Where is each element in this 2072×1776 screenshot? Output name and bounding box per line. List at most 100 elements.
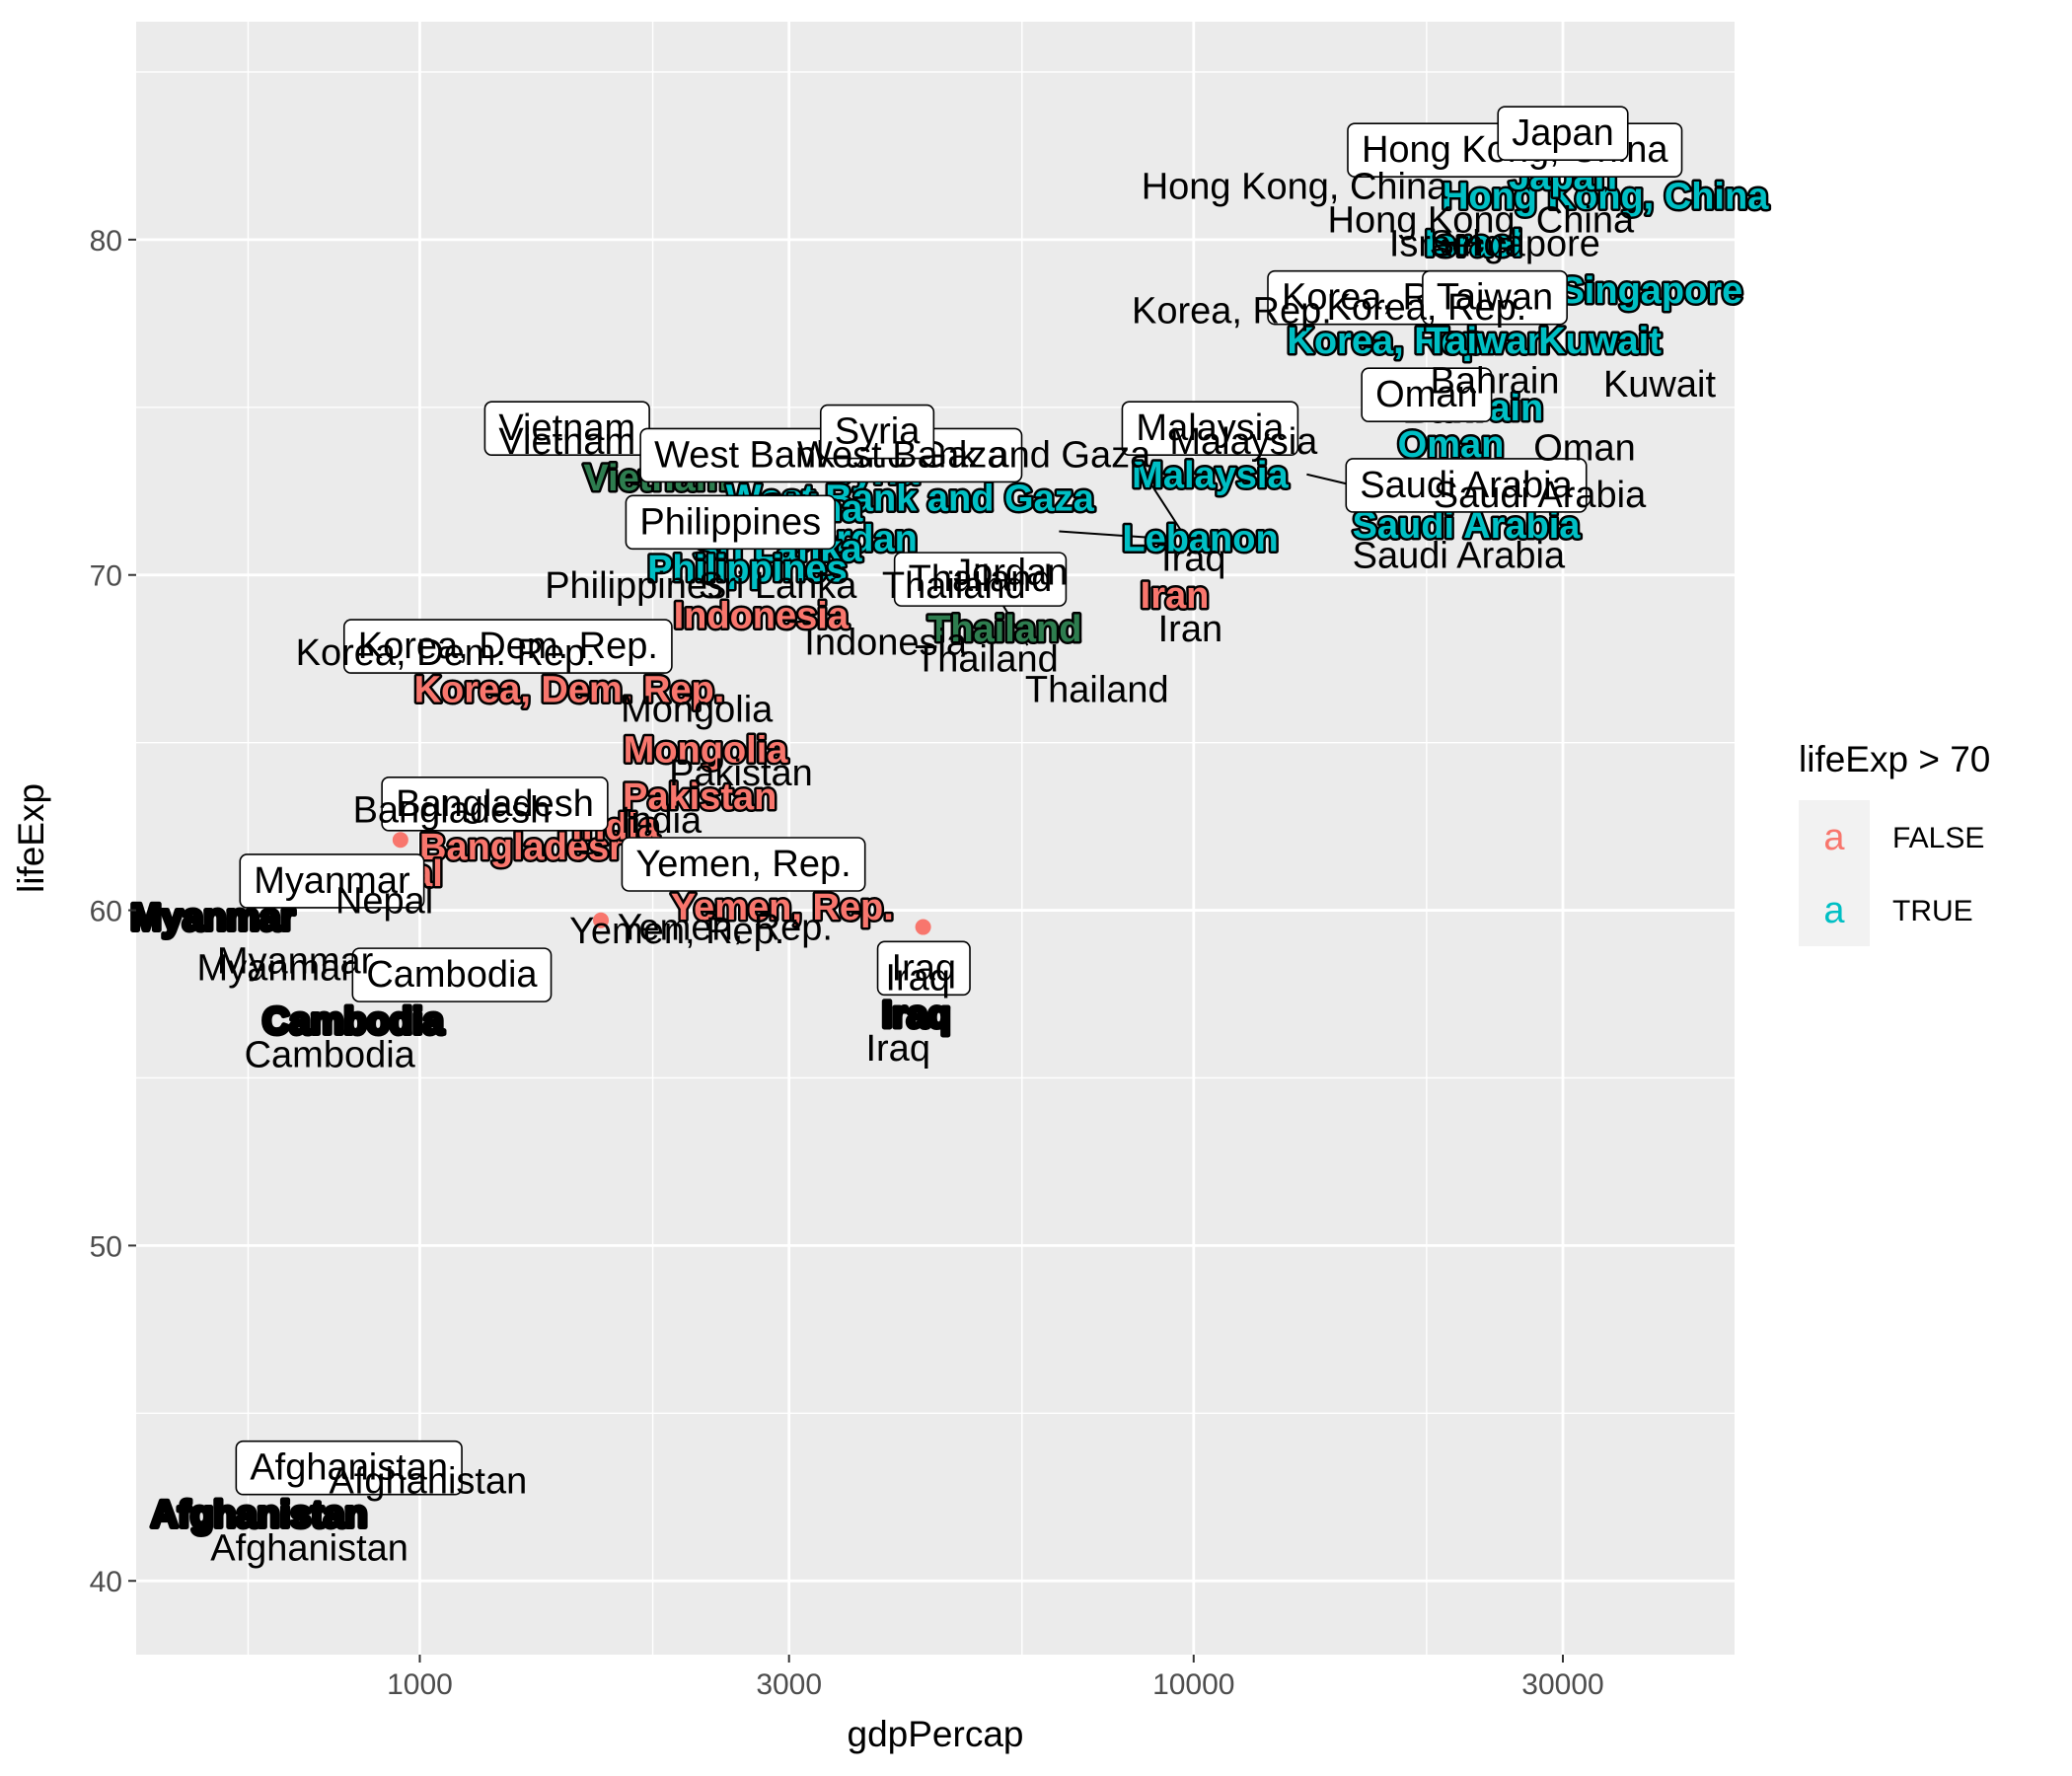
label-iran: Iran: [1158, 609, 1222, 650]
legend-title: lifeExp > 70: [1799, 739, 1990, 779]
y-tick-label: 50: [90, 1230, 122, 1263]
x-axis-title: gdpPercap: [848, 1714, 1024, 1754]
label-yemen-rep: Yemen, Rep.: [569, 911, 784, 952]
point-iraq: [915, 919, 931, 935]
point-myanmar: [392, 832, 408, 849]
y-axis: 40 50 60 70 80: [90, 225, 136, 1598]
legend-key: [1799, 800, 1870, 873]
legend-entry-true: a TRUE: [1799, 873, 1973, 946]
legend-label: TRUE: [1892, 895, 1973, 927]
label-bangladesh: Bangladesh: [353, 790, 552, 832]
legend-label: FALSE: [1892, 822, 1984, 854]
label-afghanistan: Afghanistan: [330, 1460, 528, 1502]
label-pakistan: Pakistan: [669, 753, 813, 794]
label-box: [621, 837, 866, 892]
label-iraq: Iraq: [885, 958, 949, 999]
label-box: [819, 404, 935, 460]
boxed-label-philippines: Philippines: [625, 494, 836, 551]
label-afghanistan: Afghanistan: [210, 1527, 408, 1569]
boxed-labels: Afghanistan Myanmar Cambodia Iraq Korea, Dem…: [235, 106, 1683, 1496]
legend-key: [1799, 873, 1870, 946]
label-box: [239, 853, 425, 909]
label-myanmar: Myanmar: [197, 947, 354, 989]
bold-label-thailand: Thailand: [927, 609, 1081, 650]
y-axis-title: lifeExp: [11, 783, 51, 893]
label-box: [235, 1440, 463, 1496]
boxed-label-yemen-rep: Yemen, Rep.: [621, 837, 866, 892]
label-text: Yemen, Rep.: [635, 844, 851, 885]
label-israel: Israel: [1389, 223, 1481, 264]
bold-label-yemen-rep: Yemen, Rep.: [671, 887, 894, 928]
label-text: Malaysia: [1136, 407, 1285, 449]
label-west-bank-and-gaza: West Bank and Gaza: [797, 434, 1151, 476]
boxed-label-vietnam: Vietnam: [483, 401, 650, 457]
label-text: Syria: [835, 411, 921, 453]
label-sri-lanka: Sri Lanka: [699, 565, 857, 607]
x-tick-label: 30000: [1521, 1668, 1603, 1701]
label-korea-dem-rep: Korea, Dem. Rep.: [296, 632, 596, 674]
label-hong-kong-china: Hong Kong, China: [1328, 200, 1635, 242]
label-box: [1345, 458, 1588, 513]
label-jordan: Jordan: [953, 552, 1068, 593]
y-tick-label: 70: [90, 560, 122, 593]
bold-label-singapore: Singapore: [1559, 270, 1742, 312]
x-axis: 1000 3000 10000 30000: [387, 1655, 1604, 1701]
x-tick-label: 1000: [387, 1668, 453, 1701]
boxed-label-myanmar: Myanmar: [239, 853, 425, 909]
label-nepal: Nepal: [335, 880, 433, 922]
x-tick-label: 10000: [1152, 1668, 1234, 1701]
label-kuwait: Kuwait: [1603, 364, 1716, 406]
bold-label-mongolia: Mongolia: [624, 729, 789, 771]
label-text: Thailand: [909, 558, 1053, 600]
label-iraq: Iraq: [1161, 539, 1225, 580]
legend: lifeExp > 70 a FALSE a TRUE: [1799, 739, 1990, 946]
plain-labels: AfghanistanAfghanistanMyanmarMyanmarNepa…: [197, 167, 1717, 1570]
label-box: [893, 552, 1068, 607]
label-iraq: Iraq: [865, 1028, 929, 1070]
bold-label-cambodia: Cambodia: [262, 1001, 445, 1043]
label-thailand: Thailand: [1025, 669, 1169, 710]
plot-panel: [136, 22, 1735, 1655]
boxed-label-taiwan: Taiwan: [1422, 269, 1568, 326]
bold-label-korea-rep: Korea, Rep.: [1287, 321, 1495, 362]
label-text: Myanmar: [254, 860, 410, 902]
label-thailand: Thailand: [915, 639, 1059, 681]
label-text: Philippines: [639, 501, 821, 543]
label-box: [1497, 106, 1629, 161]
bold-label-korea-dem-rep: Korea, Dem. Rep.: [414, 669, 725, 710]
label-text: Oman: [1375, 374, 1477, 415]
boxed-label-syria: Syria: [819, 404, 935, 460]
y-tick-label: 40: [90, 1566, 122, 1598]
bold-label-philippines: Philippines: [647, 549, 848, 590]
label-box: [1422, 269, 1568, 326]
label-saudi-arabia: Saudi Arabia: [1353, 535, 1566, 576]
boxed-label-iraq: Iraq: [876, 940, 971, 997]
label-text: Vietnam: [498, 407, 635, 449]
label-text: Japan: [1512, 112, 1614, 154]
y-tick-label: 80: [90, 225, 122, 258]
boxed-label-saudi-arabia: Saudi Arabia: [1345, 458, 1588, 513]
label-cambodia: Cambodia: [245, 1035, 416, 1076]
label-vietnam: Vietnam: [498, 421, 635, 463]
bold-label-malaysia: Malaysia: [1132, 455, 1289, 496]
label-box: [351, 947, 553, 1002]
boxed-label-afghanistan: Afghanistan: [235, 1440, 463, 1496]
label-text: Saudi Arabia: [1360, 465, 1573, 506]
label-india: India: [621, 800, 703, 842]
x-tick-label: 3000: [756, 1668, 822, 1701]
y-tick-label: 60: [90, 896, 122, 928]
label-text: Taiwan: [1437, 277, 1553, 319]
boxed-label-oman: Oman: [1361, 367, 1493, 423]
label-philippines: Philippines: [545, 565, 726, 607]
boxed-label-malaysia: Malaysia: [1121, 401, 1299, 457]
bold-label-iraq: Iraq: [882, 995, 951, 1036]
legend-key-glyph: a: [1823, 817, 1845, 858]
label-text: Cambodia: [366, 954, 538, 996]
label-myanmar: Myanmar: [217, 941, 374, 983]
label-text: Bangladesh: [396, 783, 594, 825]
label-box: [1121, 401, 1299, 457]
legend-items: a FALSE a TRUE: [1799, 800, 1984, 946]
label-korea-rep: Korea, Rep.: [1132, 290, 1332, 332]
bold-label-hong-kong-china: Hong Kong, China: [1442, 177, 1769, 218]
